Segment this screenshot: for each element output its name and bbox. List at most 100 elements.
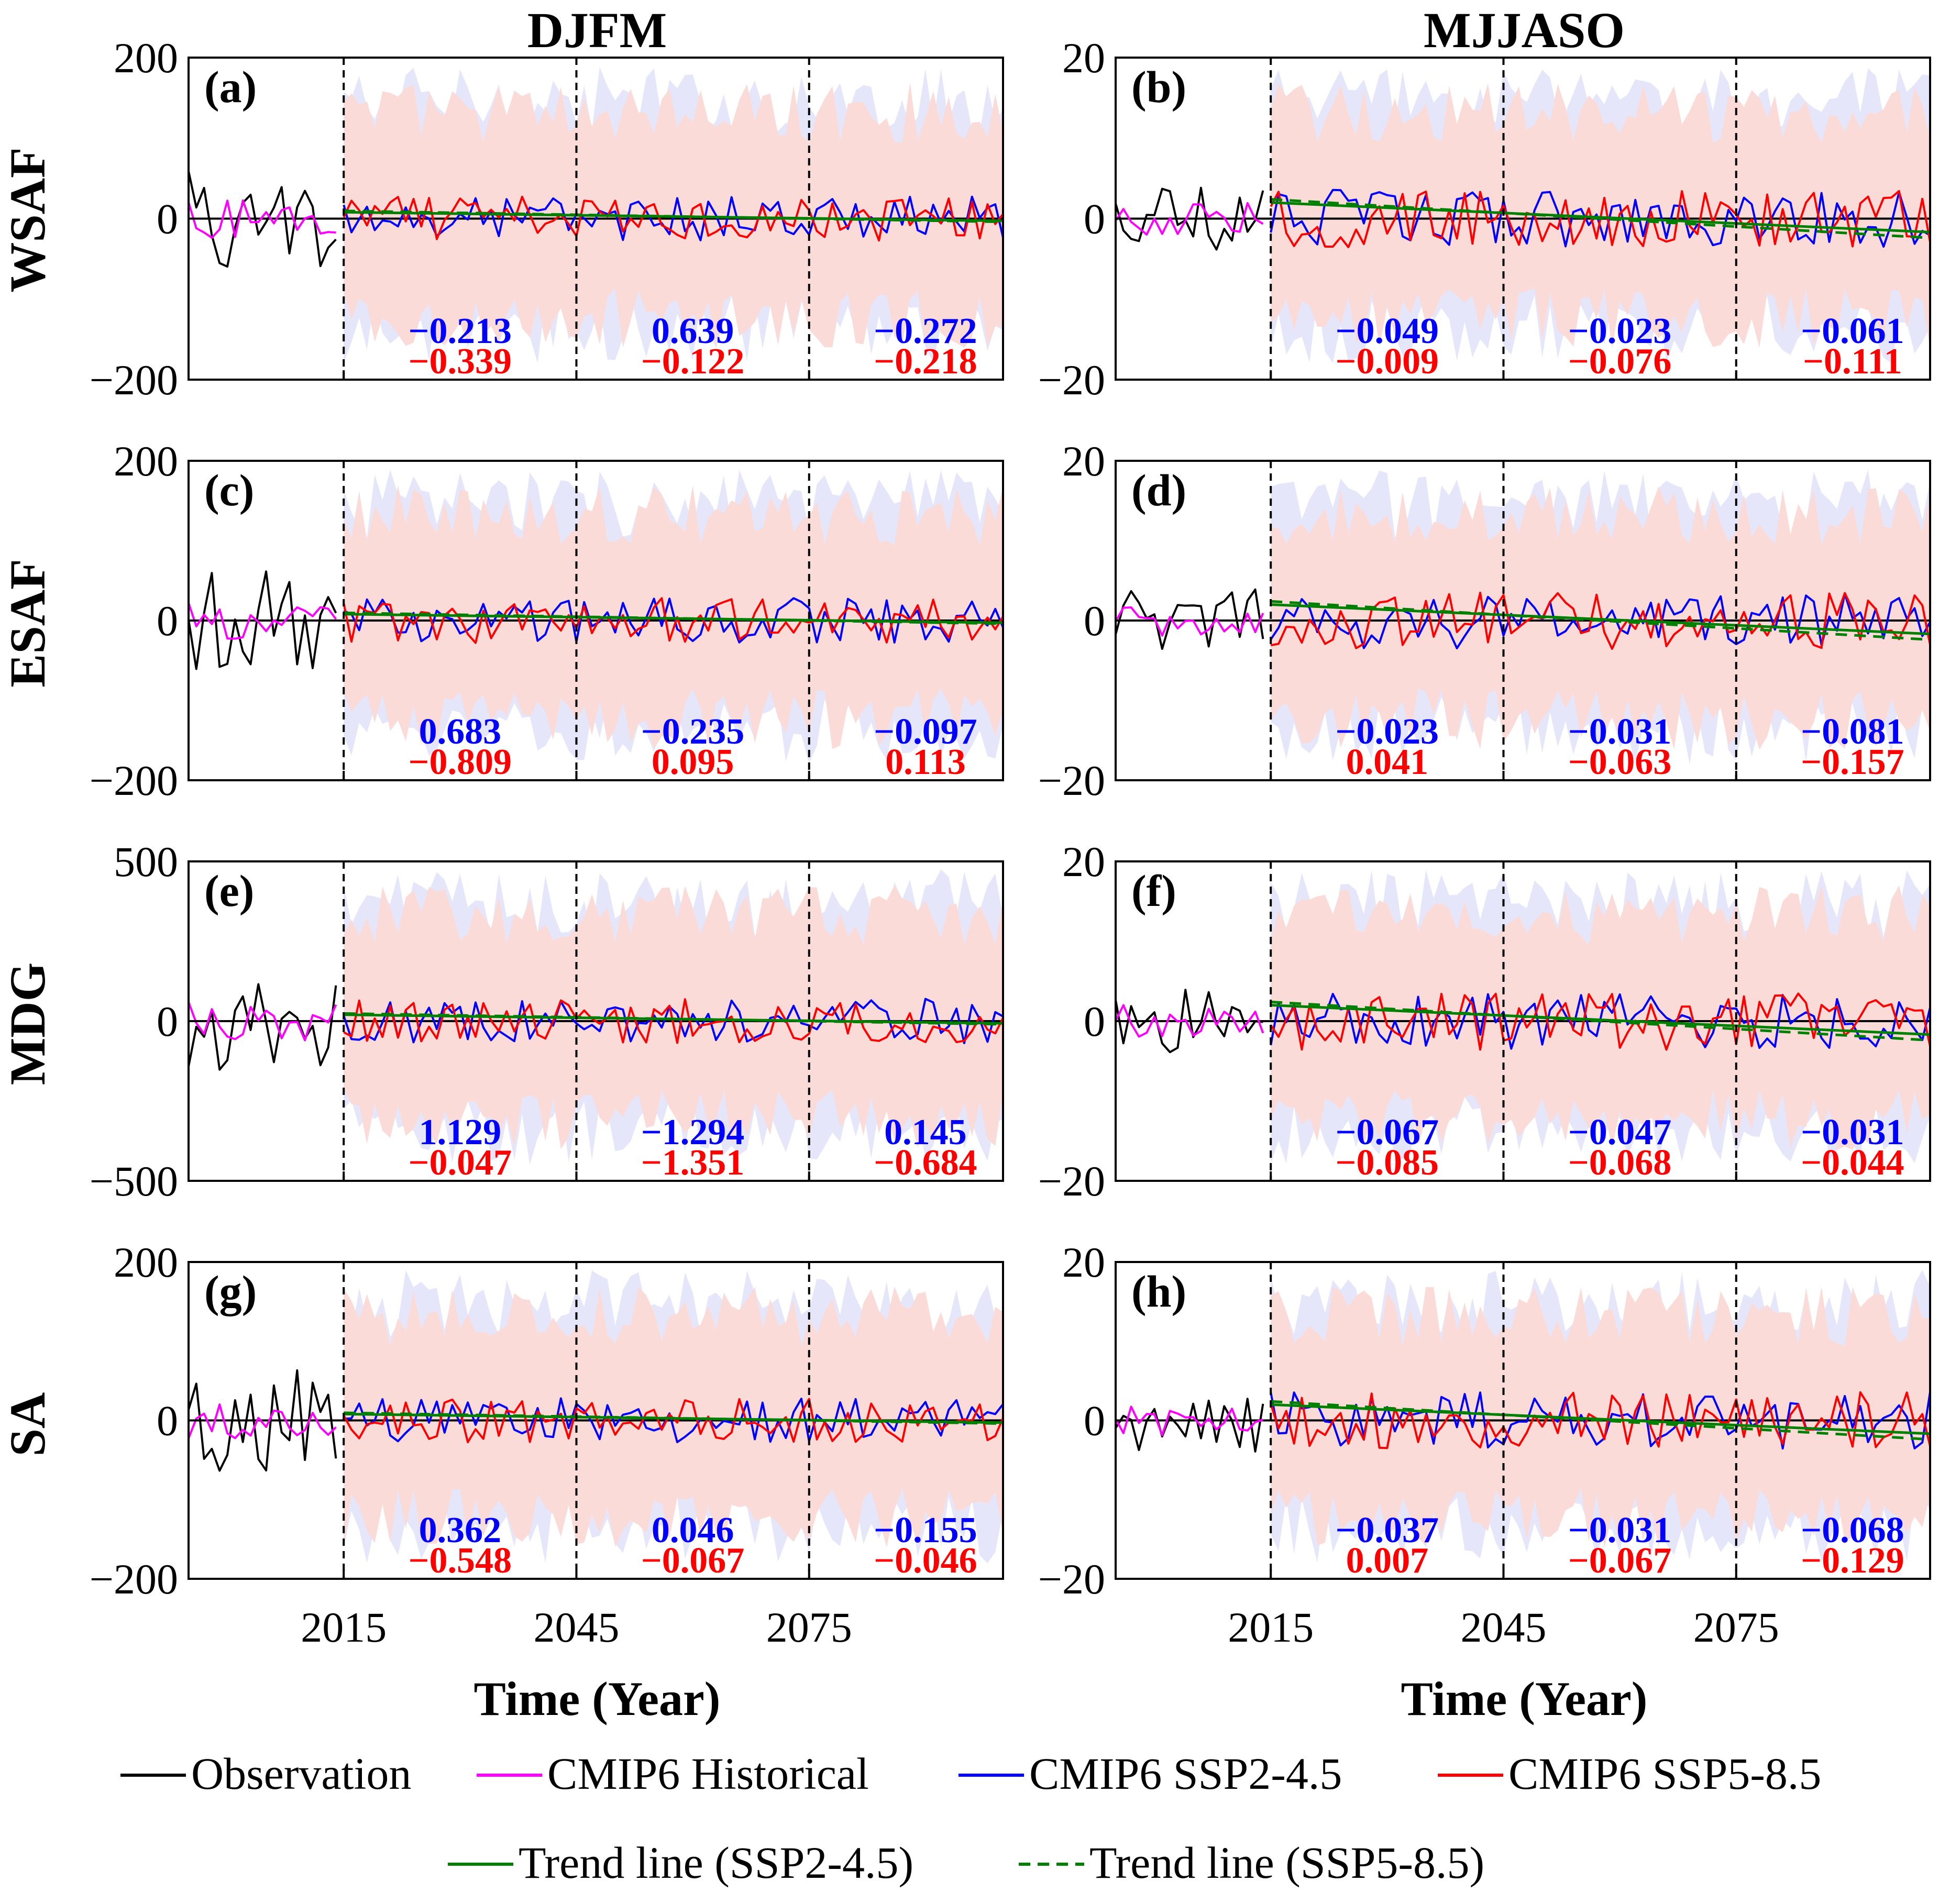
panel-label: (h) <box>1131 1266 1186 1316</box>
series-observation <box>189 171 337 268</box>
x-axes: Time (Year) Time (Year) <box>474 1672 1648 1725</box>
series-observation <box>1116 588 1264 650</box>
series-ssp245 <box>1270 189 1930 248</box>
y-tick-label: 20 <box>1062 437 1105 485</box>
trend-value-ssp245: −0.037 <box>1336 1510 1439 1551</box>
x-tick-label: 2075 <box>1693 1603 1779 1651</box>
series-ssp585 <box>1270 591 1930 650</box>
row-label-wsaf: WSAF <box>0 147 56 292</box>
panel-label: (d) <box>1131 465 1186 515</box>
series-historical <box>189 1403 337 1440</box>
trend-value-ssp245: −0.235 <box>641 712 744 752</box>
trend-value-ssp245: −0.031 <box>1801 1112 1904 1153</box>
series-historical <box>189 1002 337 1042</box>
trend-value-ssp245: −0.097 <box>874 712 977 752</box>
trend-line-ssp585 <box>1271 1400 1930 1441</box>
series-ssp585 <box>343 597 1003 644</box>
trend-value-ssp245: −0.067 <box>1336 1112 1439 1153</box>
row-label-mdg: MDG <box>0 962 56 1086</box>
panel-a: 200 0 −200 (a) −0.213−0.339 0.639−0.122 −0.272… <box>90 34 1004 404</box>
trend-value-ssp585: 0.041 <box>1346 742 1429 782</box>
panel-e: 500 0 −500 (e) 1.129−0.047 −1.294−1.351 0.145−… <box>90 838 1004 1205</box>
y-tick-label: 0 <box>1084 195 1105 243</box>
y-tick-label: 500 <box>114 838 178 885</box>
trend-value-ssp245: 0.145 <box>884 1112 967 1153</box>
series-ssp245 <box>1270 592 1930 649</box>
panel-label: (a) <box>204 62 257 112</box>
plot-area <box>189 67 1003 363</box>
y-tick-label: 0 <box>157 998 178 1045</box>
trend-value-ssp245: −0.061 <box>1801 311 1904 351</box>
row-label-esaf: ESAF <box>0 559 56 687</box>
trend-value-ssp585: −0.068 <box>1568 1143 1671 1183</box>
y-tick-label: 0 <box>1084 597 1105 645</box>
series-ssp245 <box>343 597 1003 644</box>
panel-f: 20 0 −20 (f) −0.067−0.085 −0.047−0.068 −0.031−… <box>1038 838 1931 1205</box>
band-ssp585 <box>1271 1287 1930 1548</box>
trend-line-ssp585 <box>1271 600 1930 641</box>
trend-value-ssp245: 0.683 <box>419 712 502 752</box>
trend-value-ssp245: −0.081 <box>1801 712 1904 752</box>
x-tick-label: 2015 <box>301 1603 387 1651</box>
trend-value-ssp245: −0.023 <box>1336 712 1439 752</box>
trend-value-ssp245: −0.068 <box>1801 1510 1904 1551</box>
trend-value-ssp585: 0.113 <box>885 742 966 782</box>
trend-value-ssp585: −0.046 <box>874 1541 977 1581</box>
trend-value-ssp585: 0.095 <box>652 742 734 782</box>
y-tick-label: 20 <box>1062 838 1105 885</box>
trend-value-ssp585: −0.809 <box>409 742 512 782</box>
trend-value-ssp245: 0.362 <box>419 1510 502 1551</box>
column-title-mjjaso: MJJASO <box>1424 2 1625 58</box>
y-tick-label: 0 <box>157 1397 178 1445</box>
legend-label: CMIP6 SSP5-8.5 <box>1508 1748 1821 1799</box>
panel-label: (b) <box>1131 62 1186 112</box>
trend-value-ssp245: −0.031 <box>1568 712 1671 752</box>
trend-value-ssp245: 1.129 <box>419 1112 502 1153</box>
trend-value-ssp245: −0.213 <box>409 311 512 351</box>
y-tick-label: 200 <box>114 437 178 485</box>
legend-label: CMIP6 Historical <box>547 1748 869 1799</box>
plot-area <box>189 869 1003 1165</box>
trend-line-ssp585 <box>344 1012 1003 1026</box>
y-tick-label: −200 <box>90 356 178 404</box>
trend-value-ssp585: −0.009 <box>1336 341 1439 382</box>
series-observation <box>1116 1398 1264 1453</box>
y-tick-label: 0 <box>157 597 178 645</box>
y-tick-label: 20 <box>1062 34 1105 82</box>
trend-line-ssp585 <box>344 1411 1003 1425</box>
trend-value-ssp585: −0.044 <box>1801 1143 1904 1183</box>
legend-label: Trend line (SSP5-8.5) <box>1089 1837 1484 1888</box>
series-ssp585 <box>1270 1391 1930 1449</box>
trend-value-ssp585: −0.076 <box>1568 341 1671 382</box>
trend-value-ssp585: −0.085 <box>1336 1143 1439 1183</box>
trend-value-ssp585: −0.111 <box>1803 341 1902 382</box>
trend-line-ssp585 <box>344 209 1003 224</box>
series-ssp585 <box>1270 992 1930 1051</box>
series-historical <box>1116 606 1264 637</box>
legend-label: Trend line (SSP2-4.5) <box>519 1837 913 1888</box>
plot-area <box>1116 470 1930 765</box>
trend-value-ssp585: −1.351 <box>641 1143 744 1183</box>
series-historical <box>1116 1004 1264 1038</box>
x-tick-label: 2015 <box>1228 1603 1314 1651</box>
series-historical <box>189 199 336 239</box>
y-tick-label: −20 <box>1038 356 1105 404</box>
series-historical <box>189 603 337 640</box>
panel-b: 20 0 −20 (b) −0.049−0.009 −0.023−0.076 −0.061−… <box>1038 34 1931 404</box>
column-title-djfm: DJFM <box>527 2 667 58</box>
plot-area <box>1116 1270 1930 1563</box>
series-observation <box>189 1369 337 1472</box>
series-historical <box>1116 202 1264 236</box>
series-observation <box>189 570 337 670</box>
panel-label: (f) <box>1131 866 1176 916</box>
legend-label: CMIP6 SSP2-4.5 <box>1029 1748 1342 1799</box>
trend-line-ssp585 <box>344 611 1003 625</box>
y-tick-label: −20 <box>1038 757 1105 804</box>
legend-label: Observation <box>191 1748 411 1799</box>
legend: Observation CMIP6 Historical CMIP6 SSP2-4.… <box>120 1748 1821 1888</box>
